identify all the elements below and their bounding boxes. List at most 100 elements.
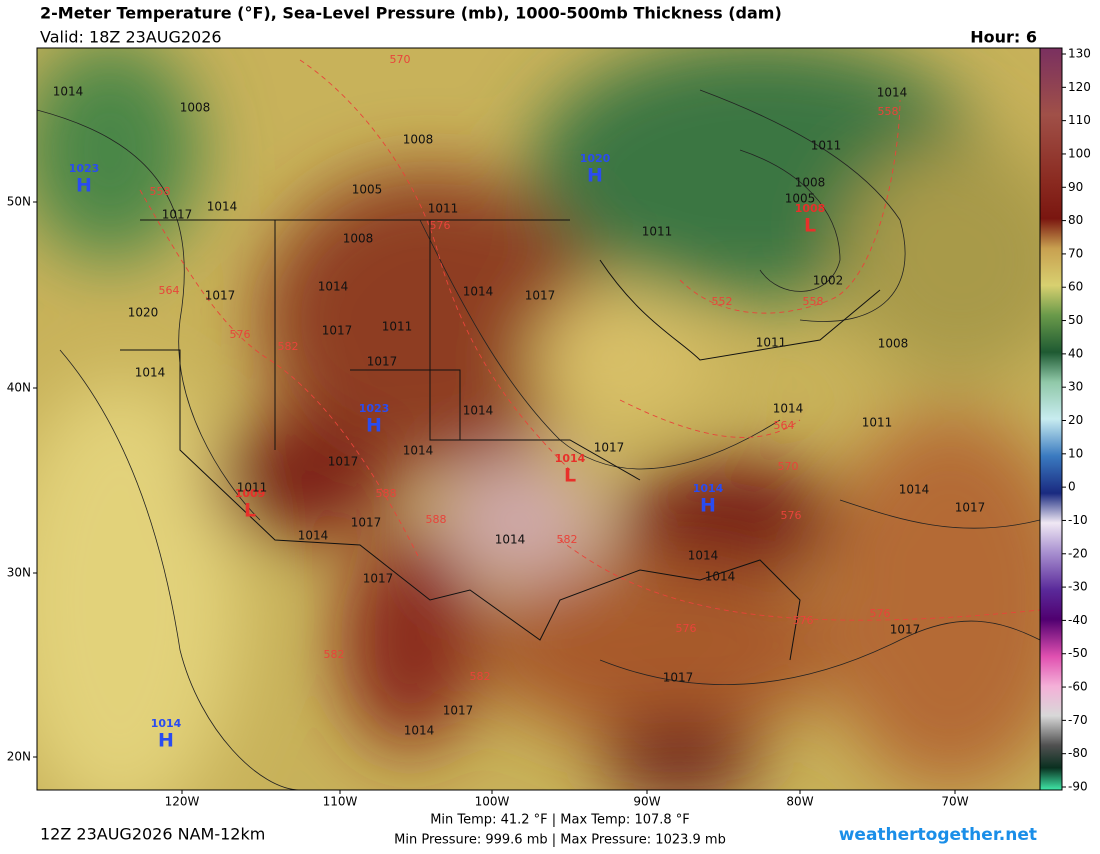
center-symbol: H — [587, 165, 603, 187]
thickness-label: 576 — [430, 219, 451, 232]
center-symbol: L — [804, 215, 816, 237]
isobar-label: 1011 — [811, 139, 842, 153]
thickness-lines — [139, 59, 1040, 621]
thickness-label: 582 — [324, 648, 345, 661]
lon-label: 70W — [941, 795, 968, 809]
isobar-label: 1008 — [180, 101, 211, 115]
thickness-label: 564 — [774, 419, 795, 432]
isobar-label: 1014 — [463, 404, 494, 418]
center-value: 1014 — [555, 452, 586, 465]
isobar-label: 1017 — [955, 501, 986, 515]
colorbar-label: 40 — [1068, 346, 1083, 360]
lon-label: 90W — [633, 795, 660, 809]
isobar-label: 1014 — [877, 86, 908, 100]
isobar-label: 1014 — [207, 200, 238, 214]
isobar-label: 1017 — [322, 324, 353, 338]
colorbar-label: 10 — [1068, 446, 1083, 460]
isobar-label: 1011 — [428, 202, 459, 216]
thickness-label: 570 — [390, 53, 411, 66]
model-run: 12Z 23AUG2026 NAM-12km — [40, 825, 265, 844]
thickness-label: 552 — [712, 295, 733, 308]
isobar-label: 1017 — [205, 289, 236, 303]
center-symbol: L — [564, 465, 576, 487]
isobar-label: 1017 — [890, 623, 921, 637]
thickness-label: 588 — [376, 487, 397, 500]
isobar-label: 1011 — [756, 336, 787, 350]
thickness-label: 582 — [557, 533, 578, 546]
isobar-label: 1011 — [862, 416, 893, 430]
isobar-label: 1011 — [382, 320, 413, 334]
colorbar-label: -10 — [1068, 513, 1088, 527]
thickness-label: 564 — [159, 284, 180, 297]
lon-label: 110W — [323, 795, 358, 809]
colorbar-label: 130 — [1068, 47, 1091, 61]
center-value: 1023 — [359, 402, 390, 415]
thickness-label: 582 — [278, 340, 299, 353]
thickness-label: 576 — [793, 614, 814, 627]
isobar-label: 1017 — [162, 208, 193, 222]
isobar-label: 1005 — [352, 183, 383, 197]
center-symbol: H — [158, 730, 174, 752]
center-value: 1014 — [693, 482, 724, 495]
colorbar-label: -80 — [1068, 746, 1088, 760]
isobar-label: 1017 — [594, 441, 625, 455]
isobar-label: 1020 — [128, 306, 159, 320]
isobar-label: 1017 — [525, 289, 556, 303]
isobar-label: 1008 — [403, 133, 434, 147]
colorbar-label: 60 — [1068, 280, 1083, 294]
lon-label: 120W — [165, 795, 200, 809]
isobar-label: 1014 — [688, 549, 719, 563]
center-symbol: H — [76, 175, 92, 197]
thickness-label: 576 — [230, 328, 251, 341]
isobar-label: 1014 — [899, 483, 930, 497]
colorbar-label: 30 — [1068, 380, 1083, 394]
colorbar-label: 20 — [1068, 413, 1083, 427]
thickness-label: 576 — [781, 509, 802, 522]
isobar-label: 1014 — [53, 85, 84, 99]
isobar-label: 1014 — [403, 444, 434, 458]
boundaries — [120, 219, 881, 661]
isobar-label: 1011 — [237, 481, 268, 495]
isobar-label: 1017 — [663, 671, 694, 685]
title: 2-Meter Temperature (°F), Sea-Level Pres… — [40, 4, 782, 23]
colorbar-label: 90 — [1068, 180, 1083, 194]
temp-extremes: Min Temp: 41.2 °F | Max Temp: 107.8 °F — [430, 813, 690, 828]
isobar-label: 1014 — [773, 402, 804, 416]
lat-label: 50N — [7, 195, 31, 209]
center-value: 1008 — [795, 202, 826, 215]
center-symbol: H — [700, 495, 716, 517]
colorbar-label: -50 — [1068, 646, 1088, 660]
thickness-label: 570 — [778, 460, 799, 473]
site-credit: weathertogether.net — [839, 825, 1037, 845]
lon-label: 80W — [786, 795, 813, 809]
colorbar-label: 0 — [1068, 480, 1076, 494]
valid-time: Valid: 18Z 23AUG2026 — [40, 28, 222, 47]
colorbar-label: -40 — [1068, 613, 1088, 627]
pressure-extremes: Min Pressure: 999.6 mb | Max Pressure: 1… — [394, 833, 726, 848]
forecast-hour: Hour: 6 — [970, 28, 1037, 47]
center-value: 1014 — [151, 717, 182, 730]
isobar-label: 1005 — [785, 192, 816, 206]
colorbar-label: -20 — [1068, 546, 1088, 560]
isobar-label: 1008 — [795, 176, 826, 190]
isobar-label: 1017 — [328, 455, 359, 469]
colorbar-label: 110 — [1068, 113, 1091, 127]
isobar-label: 1014 — [463, 285, 494, 299]
colorbar-label: 80 — [1068, 213, 1083, 227]
colorbar-label: -70 — [1068, 713, 1088, 727]
thickness-label: 576 — [676, 622, 697, 635]
colorbar-label: 70 — [1068, 246, 1083, 260]
lat-label: 30N — [7, 566, 31, 580]
isobar-label: 1008 — [878, 337, 909, 351]
isobar-label: 1014 — [705, 570, 736, 584]
colorbar-label: 120 — [1068, 80, 1091, 94]
isobar-label: 1017 — [351, 516, 382, 530]
isobar-label: 1014 — [298, 529, 329, 543]
colorbar-label: -60 — [1068, 680, 1088, 694]
lon-label: 100W — [475, 795, 510, 809]
colorbar-label: 50 — [1068, 313, 1083, 327]
temperature-field — [37, 48, 1040, 790]
lat-label: 40N — [7, 381, 31, 395]
thickness-label: 558 — [150, 185, 171, 198]
